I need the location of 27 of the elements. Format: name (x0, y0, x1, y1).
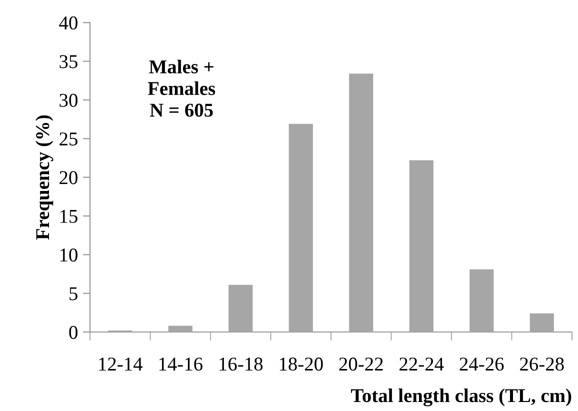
x-tick-label: 16-18 (220, 358, 263, 371)
bar (530, 313, 554, 332)
x-tick-label: 22-24 (400, 358, 444, 370)
annotation: Males + Females N = 605 (148, 60, 216, 117)
x-tick-label: 14-16 (159, 358, 202, 371)
y-tick-label: 40 (59, 16, 78, 30)
y-tick-label: 5 (70, 287, 78, 300)
bar (349, 74, 374, 332)
y-tick-label: 35 (60, 55, 78, 68)
x-tick-label: 26-28 (520, 358, 564, 371)
y-tick-label: 15 (60, 210, 78, 223)
y-tick-label: 0 (69, 326, 78, 339)
x-axis-title: Total length class (TL, cm) (351, 388, 572, 406)
y-tick-label: 20 (60, 171, 78, 184)
x-tick-label: 20-22 (339, 358, 383, 371)
x-tick-label: 18-20 (280, 358, 323, 371)
x-tick-label: 24-26 (460, 358, 504, 371)
y-tick-label: 30 (60, 94, 78, 107)
bar (228, 284, 253, 332)
y-tick-label: 25 (60, 132, 78, 146)
y-tick-label: 10 (60, 248, 78, 262)
x-tick-label: 12-14 (99, 358, 143, 370)
y-axis-title: Frequency (%) (36, 115, 54, 240)
bar (288, 124, 313, 332)
bar (409, 160, 434, 332)
bar (470, 269, 494, 332)
bar (168, 326, 192, 332)
